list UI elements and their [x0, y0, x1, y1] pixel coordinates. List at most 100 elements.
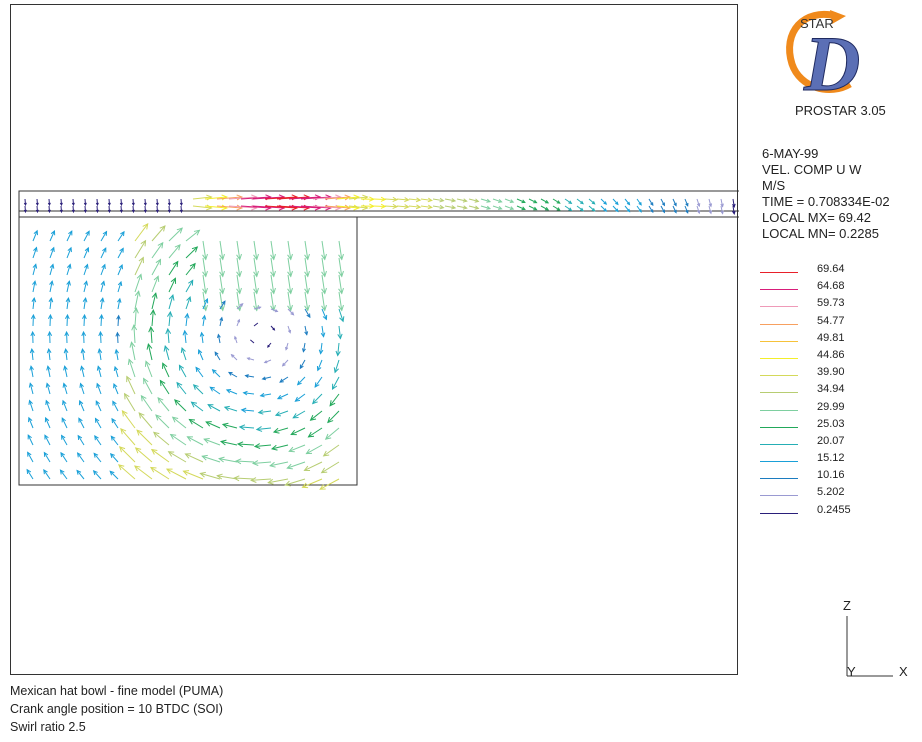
velocity-vector — [277, 393, 289, 400]
velocity-vector — [420, 198, 432, 201]
velocity-vector — [720, 198, 724, 207]
velocity-vector-head — [31, 296, 37, 303]
velocity-vector — [264, 359, 272, 363]
velocity-vector-head — [77, 434, 83, 440]
velocity-vector — [134, 291, 140, 310]
velocity-vector — [27, 452, 34, 463]
velocity-vector-head — [67, 246, 72, 253]
velocity-vector-head — [287, 253, 293, 261]
velocity-vector — [271, 444, 289, 450]
velocity-vector — [184, 330, 187, 344]
velocity-vector-head — [157, 241, 164, 249]
legend-value: 34.94 — [817, 383, 845, 396]
velocity-vector-head — [27, 451, 32, 457]
velocity-vector — [408, 205, 421, 208]
velocity-vector-head — [195, 366, 201, 373]
velocity-vector — [145, 361, 153, 378]
velocity-vector — [219, 240, 224, 260]
velocity-vector-head — [236, 441, 244, 448]
velocity-vector-head — [228, 371, 233, 376]
velocity-vector — [172, 416, 187, 429]
velocity-vector-head — [344, 194, 351, 201]
velocity-vector — [217, 475, 238, 480]
legend-value: 59.73 — [817, 297, 845, 310]
velocity-vector-head — [197, 348, 203, 355]
velocity-vector — [151, 449, 170, 463]
velocity-vector — [32, 264, 37, 276]
velocity-vector-head — [219, 287, 225, 295]
velocity-vector-head — [314, 382, 320, 388]
velocity-vector-head — [415, 204, 422, 210]
velocity-vector-head — [171, 416, 179, 423]
velocity-vector — [83, 315, 86, 327]
legend-entry: 15.12 — [760, 451, 900, 468]
velocity-vector — [151, 242, 164, 259]
velocity-vector — [219, 257, 224, 277]
velocity-vector-head — [199, 471, 206, 478]
velocity-vector — [93, 470, 102, 480]
velocity-vector-head — [95, 400, 100, 406]
velocity-vector-head — [134, 290, 141, 297]
velocity-vector-head — [140, 239, 147, 247]
legend-value: 39.90 — [817, 366, 845, 379]
velocity-vector-head — [191, 246, 199, 253]
logo-d-letter: D — [803, 20, 860, 102]
legend-value: 64.68 — [817, 280, 845, 293]
velocity-vector-head — [219, 439, 227, 446]
velocity-vector-head — [301, 482, 309, 489]
legend-swatch — [760, 289, 798, 291]
velocity-vector-head — [322, 314, 328, 321]
velocity-vector-head — [43, 468, 48, 475]
velocity-vector — [111, 418, 119, 429]
velocity-vector — [112, 401, 119, 412]
velocity-vector — [310, 410, 323, 421]
velocity-vector — [289, 444, 306, 452]
velocity-vector-head — [225, 389, 232, 394]
velocity-vector-head — [335, 350, 341, 357]
velocity-vector-head — [96, 382, 101, 389]
velocity-vector-head — [131, 209, 135, 214]
velocity-vector — [164, 345, 170, 361]
velocity-vector-head — [533, 199, 538, 204]
velocity-vector-head — [66, 280, 71, 286]
velocity-vector-head — [28, 399, 33, 405]
legend-value: 0.2455 — [817, 503, 851, 516]
velocity-vector — [636, 198, 642, 206]
velocity-vector-head — [696, 203, 701, 208]
velocity-vector — [239, 426, 255, 429]
velocity-vector-head — [155, 414, 162, 421]
velocity-vector — [285, 342, 289, 350]
velocity-vector-head — [209, 386, 215, 392]
velocity-vector-head — [68, 230, 73, 236]
velocity-vector-head — [47, 202, 51, 207]
velocity-vector — [321, 240, 326, 260]
velocity-vector — [432, 198, 444, 202]
velocity-vector-head — [120, 427, 127, 435]
velocity-vector — [97, 366, 102, 378]
velocity-vector-head — [62, 399, 67, 406]
velocity-vector-head — [296, 380, 302, 386]
velocity-vector — [189, 419, 204, 429]
velocity-vector — [191, 401, 204, 412]
velocity-vector — [588, 205, 596, 212]
velocity-vector-head — [99, 297, 105, 303]
velocity-vector-head — [151, 292, 158, 299]
velocity-vector — [720, 205, 724, 214]
velocity-vector — [320, 342, 323, 354]
velocity-vector — [236, 240, 241, 260]
velocity-vector — [187, 436, 204, 446]
velocity-vector-head — [304, 331, 309, 336]
velocity-vector-head — [270, 287, 276, 295]
velocity-vector — [43, 469, 51, 480]
velocity-vector — [270, 240, 275, 260]
velocity-vector-head — [661, 202, 665, 207]
velocity-vector — [98, 349, 102, 361]
velocity-vector — [312, 196, 341, 200]
velocity-vector-head — [238, 424, 246, 431]
legend-entry: 44.86 — [760, 348, 900, 365]
velocity-vector — [300, 205, 331, 209]
velocity-vector — [287, 325, 291, 333]
velocity-vector-head — [286, 463, 293, 470]
velocity-vector-head — [304, 304, 310, 312]
velocity-vector — [168, 227, 183, 242]
